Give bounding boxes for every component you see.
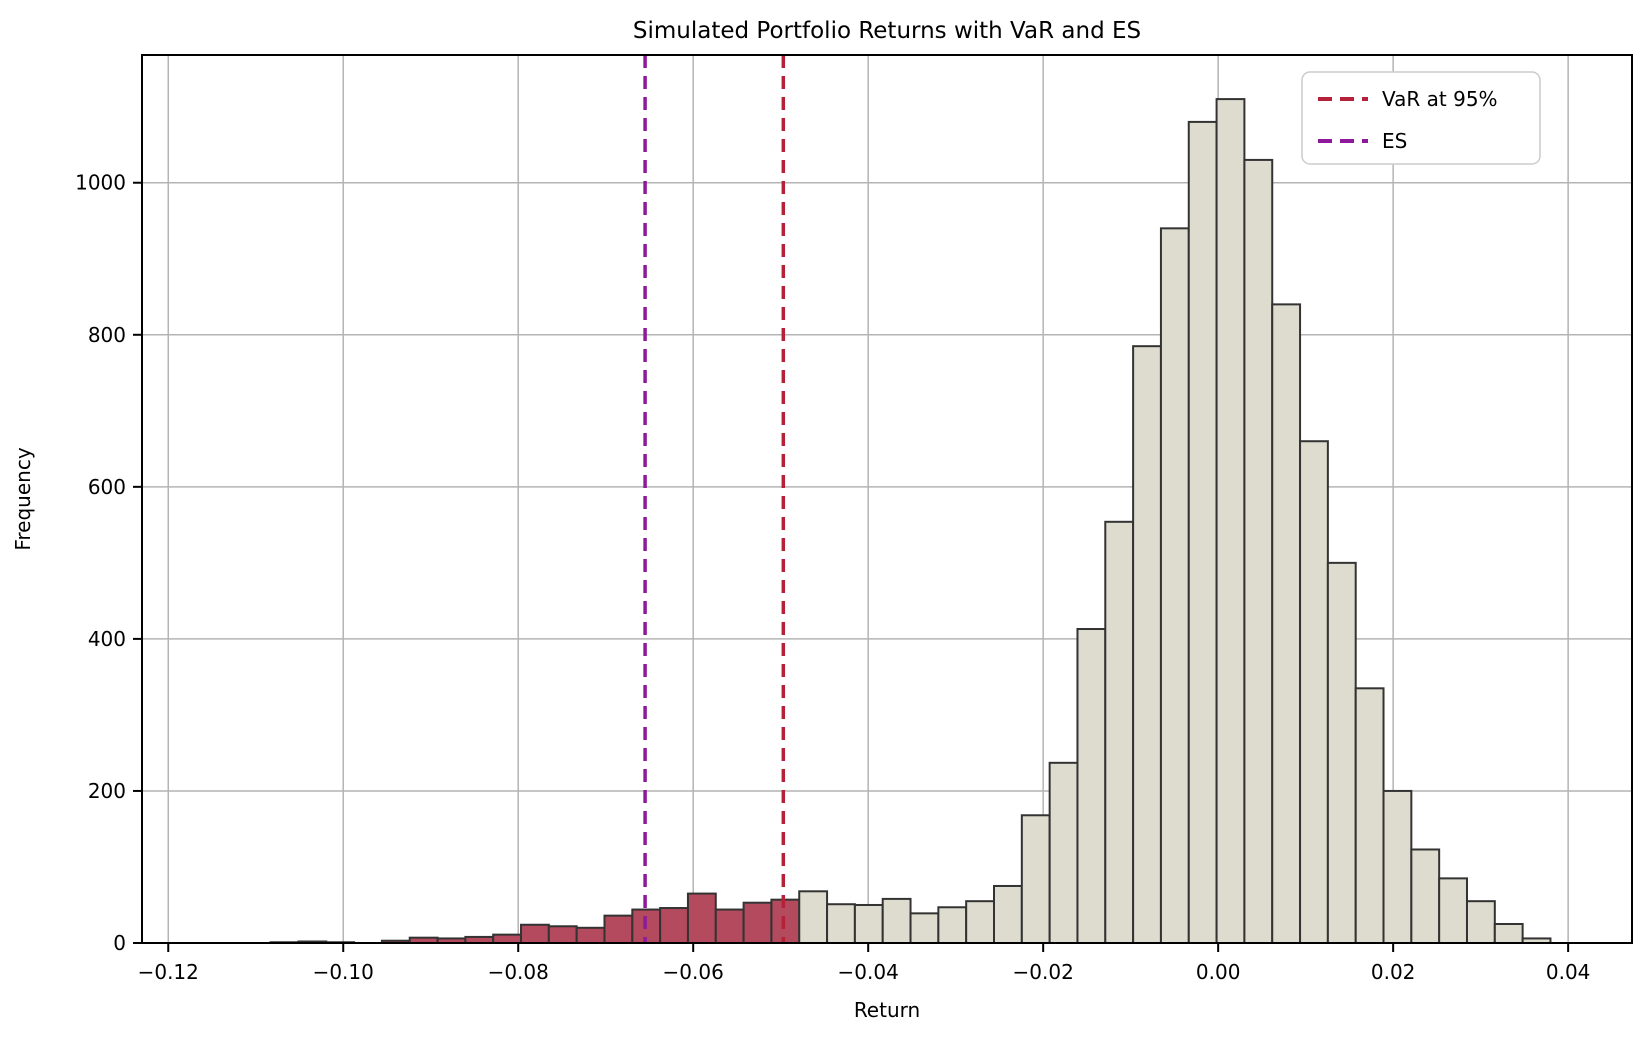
legend: VaR at 95% ES (1301, 71, 1541, 165)
x-tick-label: 0.04 (1546, 960, 1591, 984)
histogram-bar (1104, 520, 1135, 944)
x-tick-label: 0.00 (1196, 960, 1241, 984)
histogram-bar (742, 901, 773, 945)
histogram-bar (1159, 227, 1190, 944)
histogram-bar (1493, 922, 1524, 945)
x-tick-label: 0.02 (1371, 960, 1416, 984)
y-tick-label: 800 (88, 323, 126, 347)
bars-layer (269, 98, 1552, 945)
threshold-lines-layer (643, 55, 786, 943)
x-tick-label: −0.08 (488, 960, 549, 984)
axes-frame-layer (141, 54, 1633, 944)
ticks-layer: −0.12 −0.10 −0.08 −0.06 −0.04 −0.02 0.00 0.02 0.… (75, 171, 1590, 984)
y-axis-label: Frequency (11, 447, 35, 550)
x-tick-label: −0.10 (313, 960, 374, 984)
histogram-bar (603, 914, 634, 944)
y-tick-label: 1000 (75, 171, 126, 195)
histogram-bar (714, 908, 745, 945)
histogram-bar (547, 925, 578, 945)
x-tick-label: −0.02 (1013, 960, 1074, 984)
chart-title: Simulated Portfolio Returns with VaR and… (633, 18, 1141, 44)
histogram-bar (520, 923, 550, 944)
legend-var-label: VaR at 95% (1382, 87, 1498, 111)
histogram-bar (993, 884, 1023, 944)
y-tick-label: 0 (113, 931, 126, 955)
histogram-bar (1438, 877, 1468, 944)
axes-frame (141, 54, 1633, 944)
x-tick-label: −0.12 (138, 960, 199, 984)
histogram-bar (1382, 789, 1413, 944)
histogram-bar (492, 933, 523, 944)
histogram-bar (575, 926, 606, 944)
histogram-bar (1243, 158, 1274, 945)
y-tick-label: 200 (88, 779, 126, 803)
histogram-bar (1020, 814, 1051, 945)
histogram-bar (1271, 303, 1302, 944)
histogram-bar (909, 912, 940, 944)
histogram-bar (798, 890, 829, 945)
histogram-bar (1215, 98, 1246, 945)
histogram-bar (1076, 628, 1107, 944)
histogram-bar (826, 903, 856, 944)
histogram-bar (1465, 900, 1496, 945)
y-tick-label: 400 (88, 627, 126, 651)
histogram-bar (770, 898, 801, 944)
x-tick-label: −0.06 (663, 960, 724, 984)
legend-box (1301, 71, 1541, 165)
histogram-bar (1299, 440, 1329, 944)
legend-es-label: ES (1382, 129, 1407, 153)
x-tick-label: −0.04 (838, 960, 899, 984)
histogram-bar (659, 907, 689, 945)
histogram-bar (1410, 848, 1441, 945)
x-axis-label: Return (854, 998, 920, 1022)
histogram-bar (1132, 345, 1162, 944)
histogram-bar (965, 900, 996, 945)
histogram-bar (1354, 687, 1385, 945)
histogram-bar (1048, 761, 1079, 944)
histogram-bar (937, 906, 968, 945)
y-tick-label: 600 (88, 475, 126, 499)
histogram-bar (1326, 561, 1357, 945)
histogram-bar (686, 892, 717, 945)
histogram-bar (881, 897, 912, 945)
histogram-bar (1187, 120, 1218, 944)
histogram-bar (853, 903, 884, 945)
